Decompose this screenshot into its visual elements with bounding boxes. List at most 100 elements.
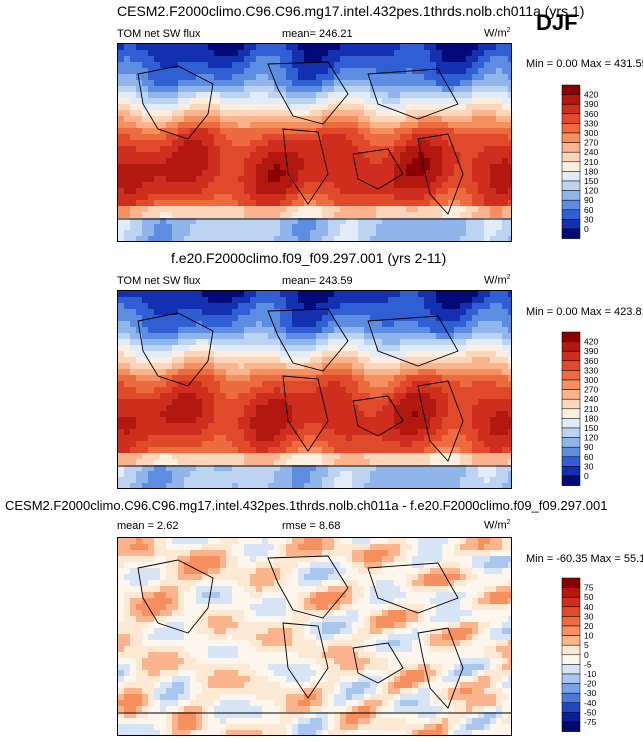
map-field	[118, 291, 511, 488]
colorbar-tick-label: 60	[584, 452, 594, 462]
colorbar-box	[561, 199, 581, 211]
colorbar-box	[561, 683, 581, 694]
colorbar-tick-label: -75	[584, 717, 597, 727]
colorbar-box	[561, 692, 581, 704]
colorbar-box	[561, 171, 581, 182]
coastline	[137, 65, 214, 140]
colorbar-box	[561, 625, 581, 636]
colorbar-tick-label: -10	[584, 669, 597, 679]
coastline	[137, 312, 214, 387]
colorbar-tick-label: 0	[584, 224, 589, 234]
colorbar-box	[561, 437, 581, 448]
colorbar-box	[561, 616, 581, 627]
panel-3-units: W/m2	[484, 519, 511, 532]
colorbar-box	[561, 673, 581, 684]
colorbar-tick-label: 270	[584, 385, 598, 395]
colorbar-tick-label: 30	[584, 214, 594, 224]
map-field	[118, 538, 511, 735]
colorbar-tick-label: 270	[584, 138, 598, 148]
colorbar-box	[561, 418, 581, 429]
colorbar-tick-label: 30	[584, 461, 594, 471]
colorbar-tick-label: 390	[584, 346, 598, 356]
colorbar-box	[561, 596, 581, 608]
colorbar-tick-label: -40	[584, 698, 597, 708]
coastline	[352, 395, 404, 437]
colorbar-box	[561, 84, 581, 95]
colorbar-tick-label: -30	[584, 688, 597, 698]
colorbar-box	[561, 331, 581, 342]
colorbar-box	[561, 606, 581, 617]
colorbar-tick-label: 420	[584, 90, 598, 100]
colorbar-box	[561, 398, 581, 410]
colorbar-box	[561, 370, 581, 381]
colorbar-box	[561, 427, 581, 438]
coastline	[282, 622, 329, 699]
colorbar-tick-label: 120	[584, 433, 598, 443]
colorbar-tick-label: 120	[584, 186, 598, 196]
panel-3-mean: mean = 2.62	[117, 520, 179, 532]
colorbar-box	[561, 228, 581, 239]
colorbar-tick-label: 90	[584, 195, 594, 205]
panel-1-mean: mean= 246.21	[282, 28, 353, 40]
colorbar-tick-label: 420	[584, 337, 598, 347]
colorbar-box	[561, 132, 581, 143]
colorbar-tick-label: 360	[584, 356, 598, 366]
colorbar-tick-label: -50	[584, 707, 597, 717]
colorbar-tick-label: 10	[584, 631, 594, 641]
panel-2-minmax: Min = 0.00 Max = 423.81	[526, 306, 643, 318]
colorbar-box	[561, 379, 581, 390]
colorbar-box	[561, 350, 581, 362]
colorbar-tick-label: 240	[584, 394, 598, 404]
coastline	[367, 315, 459, 367]
colorbar-box	[561, 664, 581, 675]
colorbar-box	[561, 219, 581, 230]
panel-2-units: W/m2	[484, 274, 511, 287]
colorbar-box	[561, 360, 581, 371]
coastline	[267, 308, 349, 372]
colorbar-tick-label: 330	[584, 365, 598, 375]
colorbar-box	[561, 341, 581, 352]
coastline	[417, 380, 464, 462]
panel-2-title: f.e20.F2000climo.f09_f09.297.001 (yrs 2-…	[171, 250, 447, 266]
panel-3-minmax: Min = -60.35 Max = 55.11	[526, 553, 643, 565]
colorbar-box	[561, 702, 581, 713]
coastline	[282, 128, 329, 205]
colorbar-box	[561, 446, 581, 458]
colorbar-tick-label: 150	[584, 423, 598, 433]
colorbar-tick-label: 390	[584, 99, 598, 109]
colorbar-tick-label: 0	[584, 650, 589, 660]
panel-2-variable: TOM net SW flux	[117, 275, 201, 287]
panel-1-minmax: Min = 0.00 Max = 431.55	[526, 58, 643, 70]
panel-3-rmse: rmse = 8.68	[282, 520, 341, 532]
colorbar-box	[561, 644, 581, 656]
panel-2-mean: mean= 243.59	[282, 275, 353, 287]
colorbar-box	[561, 408, 581, 419]
colorbar-box	[561, 142, 581, 153]
panel-1-variable: TOM net SW flux	[117, 28, 201, 40]
colorbar-box	[561, 587, 581, 598]
panel-3-map	[117, 537, 512, 736]
season-label: DJF	[536, 10, 578, 35]
colorbar-tick-label: 210	[584, 404, 598, 414]
colorbar-tick-label: 50	[584, 592, 594, 602]
colorbar-tick-label: 300	[584, 128, 598, 138]
colorbar-tick-label: 90	[584, 442, 594, 452]
panel-1-map	[117, 43, 512, 242]
colorbar-box	[561, 635, 581, 646]
panel-1-units: W/m2	[484, 27, 511, 40]
colorbar-tick-label: 5	[584, 640, 589, 650]
colorbar-tick-label: 360	[584, 109, 598, 119]
colorbar-tick-label: 0	[584, 471, 589, 481]
colorbar-box	[561, 94, 581, 105]
colorbar-box	[561, 180, 581, 191]
coastline	[267, 555, 349, 619]
coastline	[282, 375, 329, 452]
colorbar-box	[561, 577, 581, 588]
colorbar-tick-label: 180	[584, 413, 598, 423]
colorbar-tick-label: 60	[584, 205, 594, 215]
colorbar-box	[561, 654, 581, 665]
colorbar-tick-label: 75	[584, 583, 594, 593]
colorbar-tick-label: 150	[584, 176, 598, 186]
